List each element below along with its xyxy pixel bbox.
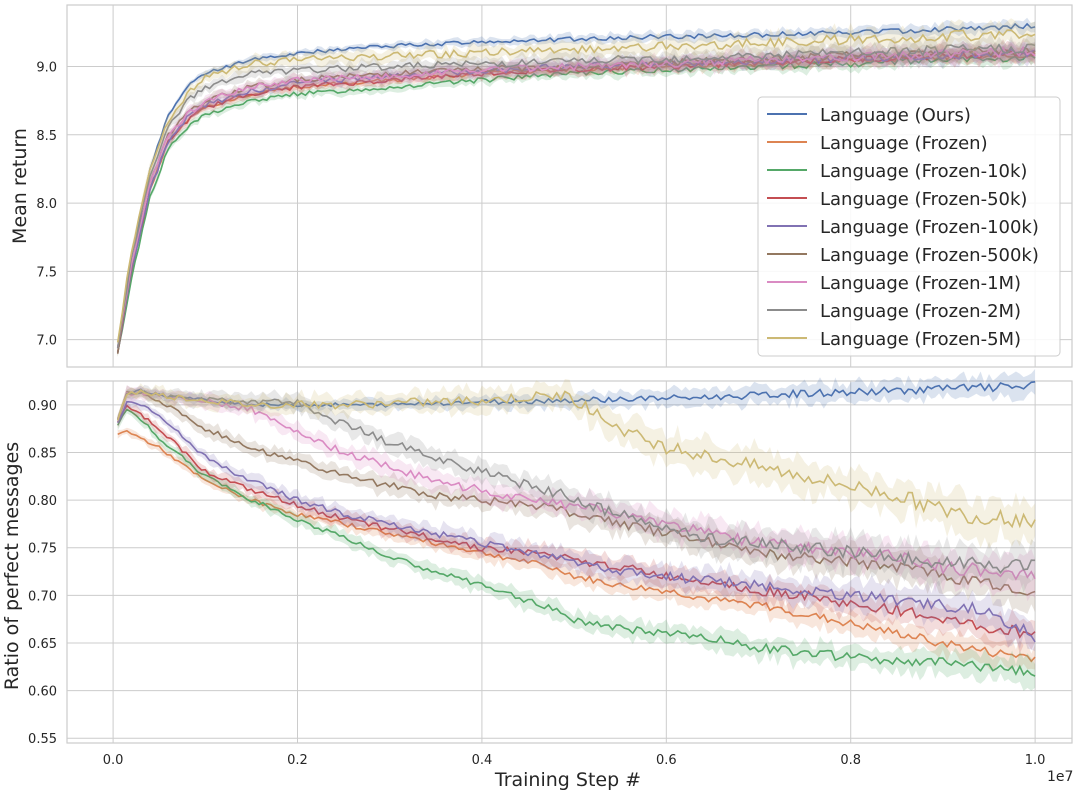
legend-item: Language (Frozen-50k) [767, 189, 1027, 210]
top-y-axis-label: Mean return [9, 128, 31, 244]
series-line [116, 22, 1036, 348]
y-tick-label: 0.80 [28, 494, 57, 509]
series-line [116, 29, 1036, 343]
legend-label: Language (Frozen-2M) [820, 301, 1021, 322]
x-tick-label: 0.2 [287, 753, 308, 768]
series-line [116, 400, 1036, 643]
x-tick-label: 0.8 [840, 753, 861, 768]
series-band [117, 368, 1036, 424]
top-series-group [116, 17, 1036, 357]
series-band [117, 405, 1036, 691]
x-offset-label: 1e7 [1047, 769, 1073, 785]
series-line [116, 381, 1036, 420]
top-y-ticks: 7.0 7.5 8.0 8.5 9.0 [36, 60, 57, 348]
legend-label: Language (Frozen-1M) [820, 273, 1021, 294]
series-band [117, 400, 1036, 654]
legend-label: Language (Ours) [820, 105, 971, 126]
series-line [116, 388, 1036, 529]
legend-item: Language (Frozen-2M) [767, 301, 1021, 322]
y-tick-label: 8.5 [36, 129, 57, 144]
series-band [117, 385, 1036, 614]
legend-frame [757, 96, 1061, 357]
y-tick-label: 0.55 [28, 732, 57, 747]
series-line [116, 404, 1036, 639]
legend-item: Language (Frozen-100k) [767, 217, 1039, 238]
legend-item: Language (Frozen-1M) [767, 273, 1021, 294]
y-tick-label: 0.60 [28, 685, 57, 700]
legend-item: Language (Frozen-500k) [767, 245, 1039, 266]
legend-item: Language (Frozen-5M) [767, 329, 1021, 350]
series-line [116, 48, 1036, 354]
bottom-series-group [116, 368, 1036, 691]
legend-label: Language (Frozen-50k) [820, 189, 1027, 210]
y-tick-label: 7.0 [36, 334, 57, 349]
series-band [117, 396, 1036, 652]
y-tick-label: 0.90 [28, 399, 57, 414]
legend-label: Language (Frozen-500k) [820, 245, 1039, 266]
y-tick-label: 0.75 [28, 542, 57, 557]
legend-item: Language (Frozen-10k) [767, 161, 1027, 182]
series-band [117, 379, 1036, 549]
series-band [117, 427, 1036, 672]
y-tick-label: 0.85 [28, 446, 57, 461]
bottom-y-ticks: 0.55 0.60 0.65 0.70 0.75 0.80 0.85 0.90 [28, 399, 57, 747]
y-tick-label: 0.65 [28, 637, 57, 652]
series-line [116, 391, 1036, 581]
legend-entries: Language (Ours) Language (Frozen) Language… [767, 105, 1039, 350]
series-line [116, 390, 1036, 596]
series-band [117, 384, 1036, 594]
legend-label: Language (Frozen-5M) [820, 329, 1021, 350]
series-line [117, 429, 1036, 663]
x-tick-label: 0.6 [656, 753, 677, 768]
series-line [116, 43, 1036, 349]
series-line [116, 54, 1036, 353]
legend-label: Language (Frozen-100k) [820, 217, 1039, 238]
series-line [116, 408, 1036, 677]
bottom-panel: 0.550.600.650.700.750.800.850.90 0.0 0.2 0… [1, 368, 1073, 791]
legend-item: Language (Ours) [767, 105, 971, 126]
x-axis-label: Training Step # [494, 769, 641, 791]
legend: Language (Ours) Language (Frozen) Language… [757, 96, 1061, 357]
x-tick-label: 0.0 [103, 753, 124, 768]
legend-label: Language (Frozen-10k) [820, 161, 1027, 182]
y-tick-label: 9.0 [36, 60, 57, 75]
series-line [116, 390, 1036, 574]
x-tick-label: 1.0 [1025, 753, 1046, 768]
y-tick-label: 8.0 [36, 197, 57, 212]
legend-label: Language (Frozen) [820, 133, 988, 154]
y-tick-label: 0.70 [28, 589, 57, 604]
bottom-y-axis-label: Ratio of perfect messages [1, 442, 23, 690]
x-tick-labels: 0.0 0.2 0.4 0.6 0.8 1.0 [103, 753, 1046, 768]
x-tick-label: 0.4 [472, 753, 493, 768]
y-tick-label: 7.5 [36, 265, 57, 280]
series-line [116, 45, 1036, 348]
legend-item: Language (Frozen) [767, 133, 988, 154]
